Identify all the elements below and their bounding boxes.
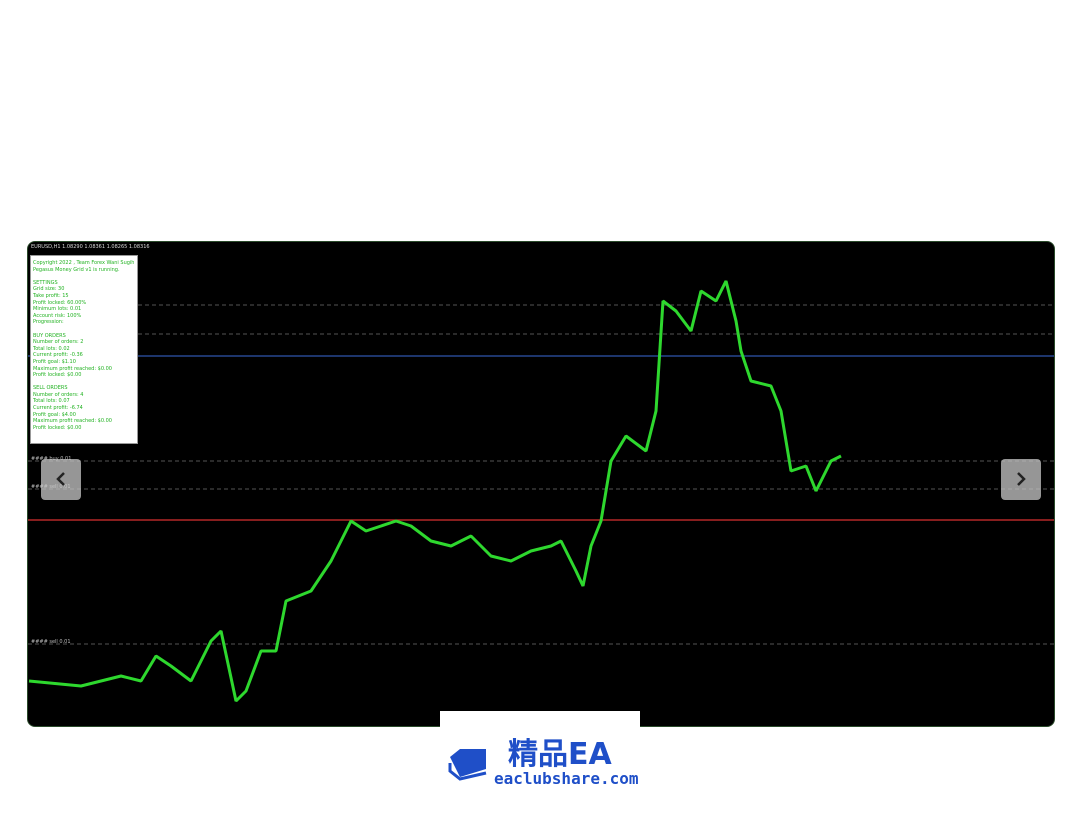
symbol-label: EURUSD,H1 1.08290 1.08361 1.08265 1.0831… — [31, 244, 150, 250]
prev-button[interactable] — [41, 459, 81, 500]
panel-line: Number of orders: 2 — [33, 339, 84, 346]
logo-site: eaclubshare.com — [494, 769, 639, 788]
price-candles — [28, 280, 842, 703]
panel-line: Profit locked: 60.00% — [33, 299, 87, 306]
panel-line: Maximum profit reached: $0.00 — [33, 365, 112, 372]
panel-line: Total lots: 0.07 — [33, 398, 70, 405]
spacer — [33, 326, 135, 333]
panel-line: Profit goal: $1.10 — [33, 358, 76, 365]
prev-icon — [56, 472, 65, 486]
panel-line: SELL ORDERS — [33, 385, 68, 392]
next-button[interactable] — [1001, 459, 1041, 500]
panel-line: Progression: — [33, 319, 64, 326]
panel-line: Current profit: -0.36 — [33, 352, 83, 359]
spacer — [33, 273, 135, 280]
panel-line: Profit locked: $0.00 — [33, 372, 82, 379]
logo-icon — [448, 749, 487, 781]
panel-line: Total lots: 0.02 — [33, 345, 70, 352]
panel-line: Account risk: 100% — [33, 312, 82, 319]
level-label: #### sell 0.01 — [31, 639, 71, 645]
info-panel: Copyright 2022 , Team Forex Wani Sugih Pe… — [30, 255, 138, 444]
chart-image: EURUSD,H1 1.08290 1.08361 1.08265 1.0831… — [27, 241, 1055, 727]
logo-title: 精品EA — [508, 737, 612, 772]
panel-line: Copyright 2022 , Team Forex Wani Sugih — [33, 260, 135, 266]
panel-line: SETTINGS — [33, 279, 58, 286]
panel-line: Maximum profit reached: $0.00 — [33, 418, 112, 425]
panel-line: Number of orders: 4 — [33, 391, 84, 398]
panel-line: Pegasus Money Grid v1 is running. — [33, 266, 120, 273]
spacer — [33, 379, 135, 386]
panel-line: Profit locked: $0.00 — [33, 424, 82, 431]
next-icon — [1017, 472, 1026, 486]
price-chart — [28, 280, 1054, 703]
panel-line: BUY ORDERS — [33, 332, 66, 339]
panel-line: Minimum lots: 0.01 — [33, 306, 82, 313]
panel-line: Current profit: -6.74 — [33, 405, 83, 412]
panel-line: Grid size: 30 — [33, 286, 65, 293]
watermark-logo: 精品EA eaclubshare.com — [440, 711, 640, 816]
panel-line: Take profit: 15 — [33, 292, 69, 299]
panel-line: Profit goal: $4.00 — [33, 411, 76, 418]
